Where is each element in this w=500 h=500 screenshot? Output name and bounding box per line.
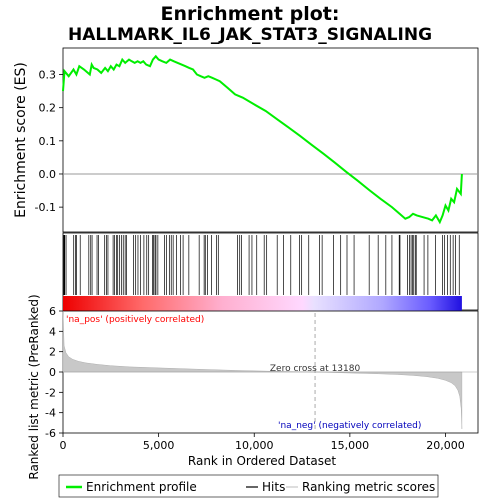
legend-label: Ranking metric scores <box>302 480 435 494</box>
metric-x-axis: 0 5,000 10,000 15,000 20,000 <box>60 433 465 452</box>
legend-label: Hits <box>262 480 285 494</box>
es-y-tick-label: 0.2 <box>39 102 57 115</box>
metric-area <box>62 310 463 429</box>
metric-x-tick-label: 15,000 <box>331 439 370 452</box>
metric-y-tick-label: -4 <box>45 407 56 420</box>
metric-y-axis-label: Ranked list metric (PreRanked) <box>27 294 41 479</box>
legend-label: Enrichment profile <box>86 480 197 494</box>
metric-y-axis: -6 -4 -2 0 2 4 6 <box>45 305 63 440</box>
legend-box <box>58 474 439 498</box>
metric-y-tick-label: 4 <box>49 325 56 338</box>
es-line <box>62 54 463 225</box>
neg-label: 'na_neg' (negatively correlated) <box>278 421 421 431</box>
metric-x-axis-label: Rank in Ordered Dataset <box>188 454 336 468</box>
metric-y-tick-label: 0 <box>49 366 56 379</box>
pos-label: 'na_pos' (positively correlated) <box>66 315 204 325</box>
metric-y-tick-label: -2 <box>45 386 56 399</box>
es-y-tick-label: 0.1 <box>39 135 57 148</box>
es-y-tick-label: 0.3 <box>39 69 57 82</box>
legend: Enrichment profile Hits Ranking metric sco… <box>66 480 435 494</box>
metric-y-tick-label: -6 <box>45 427 56 440</box>
es-y-tick-label: 0.0 <box>39 168 57 181</box>
es-panel-frame <box>62 47 479 233</box>
metric-x-tick-label: 20,000 <box>426 439 465 452</box>
chart-title-line1: Enrichment plot: <box>161 3 340 25</box>
es-y-axis: -0.1 0.0 0.1 0.2 0.3 <box>35 69 63 214</box>
es-y-tick-label: -0.1 <box>35 201 56 214</box>
metric-y-tick-label: 6 <box>49 305 56 318</box>
metric-x-tick-label: 10,000 <box>235 439 274 452</box>
chart-title-line2: HALLMARK_IL6_JAK_STAT3_SIGNALING <box>68 25 432 45</box>
zero-cross-label: Zero cross at 13180 <box>270 364 361 374</box>
es-y-axis-label: Enrichment score (ES) <box>13 62 29 218</box>
metric-x-tick-label: 5,000 <box>143 439 175 452</box>
metric-x-tick-label: 0 <box>60 439 67 452</box>
metric-y-tick-label: 2 <box>49 346 56 359</box>
rank-color-bar <box>63 296 462 311</box>
hits-group <box>63 235 460 295</box>
